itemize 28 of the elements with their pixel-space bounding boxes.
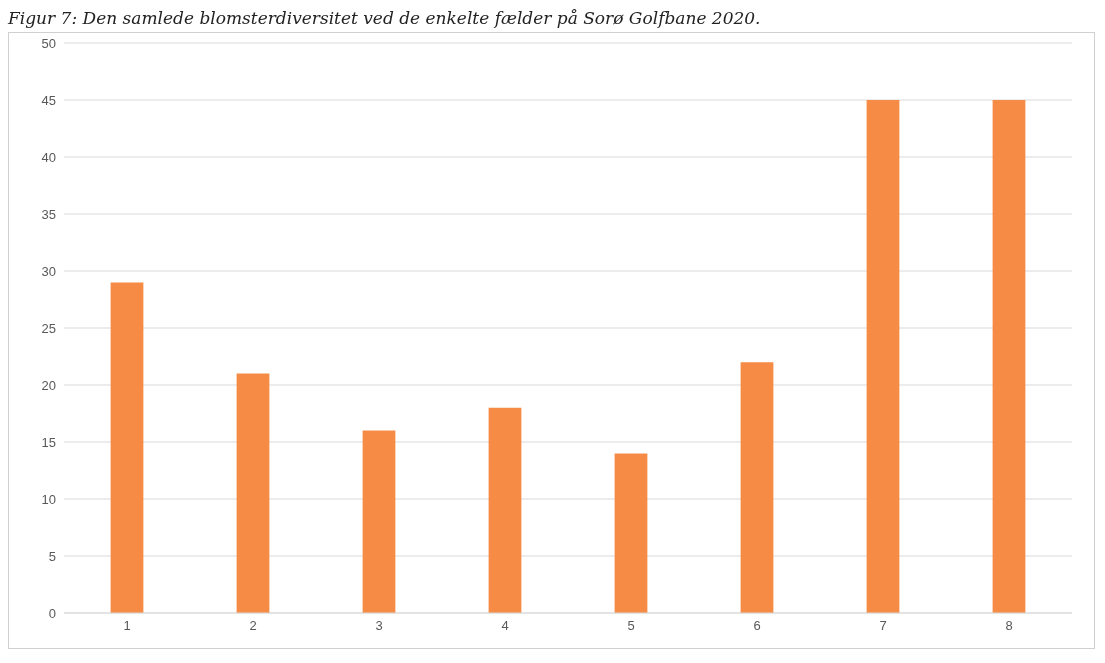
bar [362, 430, 396, 613]
y-tick-label: 15 [41, 434, 56, 450]
bar [740, 362, 774, 613]
y-tick-label: 5 [48, 548, 56, 564]
y-tick-label: 50 [41, 35, 56, 51]
x-tick-label: 8 [1005, 618, 1013, 634]
bar [488, 407, 522, 613]
x-tick-label: 1 [123, 618, 131, 634]
chart-title: Figur 7: Den samlede blomsterdiversitet ved de enkelte fælder på Sorø Golfbane 2020. [8, 8, 762, 28]
x-tick-label: 2 [249, 618, 257, 634]
y-tick-label: 25 [41, 320, 56, 336]
bar [614, 453, 648, 613]
y-tick-label: 10 [41, 491, 56, 507]
y-tick-label: 45 [41, 92, 56, 108]
bar [236, 373, 270, 613]
bar [992, 100, 1026, 613]
bar [866, 100, 900, 613]
x-tick-label: 4 [501, 618, 509, 634]
bar [110, 282, 144, 613]
y-tick-label: 30 [41, 263, 56, 279]
x-tick-label: 5 [627, 618, 635, 634]
x-tick-label: 3 [375, 618, 383, 634]
y-tick-label: 0 [48, 605, 56, 621]
y-tick-label: 35 [41, 206, 56, 222]
x-tick-label: 6 [753, 618, 761, 634]
x-tick-label: 7 [879, 618, 887, 634]
y-tick-label: 40 [41, 149, 56, 165]
y-tick-label: 20 [41, 377, 56, 393]
